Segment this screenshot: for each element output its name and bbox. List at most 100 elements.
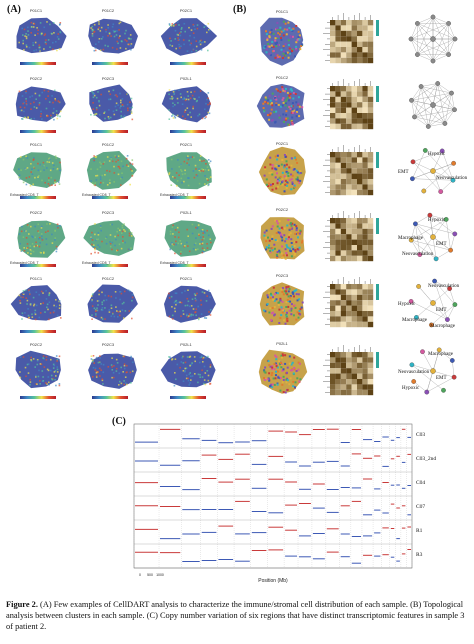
tissue-spot bbox=[186, 162, 188, 164]
tissue-spot bbox=[209, 366, 212, 368]
cluster-spot bbox=[266, 303, 269, 306]
tissue-spot bbox=[93, 114, 96, 116]
tissue-spot bbox=[119, 92, 121, 95]
tissue-spot bbox=[90, 355, 93, 357]
tissue-spot bbox=[180, 242, 183, 245]
tissue-outline bbox=[86, 151, 137, 190]
tissue-spot bbox=[24, 230, 26, 232]
tissue-spot bbox=[53, 310, 56, 312]
tissue-spot bbox=[117, 227, 119, 230]
tissue-spot bbox=[201, 239, 204, 241]
tissue-spot bbox=[103, 161, 106, 163]
cluster-spot bbox=[286, 366, 289, 369]
cluster-spot bbox=[275, 187, 278, 190]
tissue-spot bbox=[192, 314, 194, 316]
tissue-spot bbox=[194, 294, 197, 297]
tissue-spot bbox=[43, 89, 46, 92]
tissue-spot bbox=[130, 168, 132, 171]
heatmap-cell bbox=[367, 255, 374, 262]
heatmap-cell bbox=[335, 179, 341, 185]
cluster-spot bbox=[262, 102, 265, 105]
tissue-spot bbox=[120, 160, 123, 163]
cluster-spot bbox=[295, 318, 298, 321]
tissue-spot bbox=[58, 304, 61, 307]
cluster-spot bbox=[284, 22, 287, 25]
heatmap-cell bbox=[357, 118, 363, 124]
tissue-spot bbox=[33, 117, 36, 120]
cluster-spot bbox=[294, 249, 297, 252]
cluster-spot bbox=[278, 179, 281, 182]
tissue-spot bbox=[205, 102, 207, 105]
tissue-spot bbox=[104, 307, 106, 309]
tissue-spot bbox=[35, 107, 38, 109]
tissue-spot bbox=[120, 366, 122, 369]
heatmap-cell bbox=[357, 239, 363, 245]
tissue-spot bbox=[117, 104, 119, 106]
tissue-spot bbox=[98, 113, 101, 116]
tissue-spot bbox=[116, 48, 118, 50]
heatmap-cell bbox=[362, 168, 368, 174]
tissue-spot bbox=[45, 356, 48, 358]
tissue-spot bbox=[41, 91, 43, 94]
tissue-spot bbox=[90, 237, 93, 240]
heatmap-cell bbox=[340, 389, 347, 396]
tissue-spot bbox=[58, 48, 61, 50]
tissue-spot bbox=[45, 298, 48, 300]
tissue-spot bbox=[38, 175, 40, 177]
tissue-spot bbox=[54, 184, 56, 186]
cluster-spot bbox=[282, 293, 285, 296]
cluster-spot bbox=[263, 379, 266, 381]
tissue-spot bbox=[91, 28, 94, 31]
heatmap-cell bbox=[330, 234, 336, 240]
heatmap-cell bbox=[351, 379, 357, 385]
colorbar bbox=[170, 396, 206, 399]
cluster-spot bbox=[268, 311, 271, 314]
heatmap-cell bbox=[346, 189, 352, 196]
tissue-spot bbox=[188, 164, 190, 166]
tissue-spot bbox=[190, 379, 192, 381]
heatmap-cell bbox=[357, 316, 363, 322]
heatmap-cell bbox=[357, 91, 363, 97]
tissue-spot bbox=[168, 172, 171, 174]
heatmap-cell bbox=[346, 41, 352, 47]
cluster-spot bbox=[279, 317, 282, 320]
heatmap-cell bbox=[340, 25, 347, 31]
cluster-spot bbox=[290, 173, 293, 176]
tissue-spot bbox=[23, 247, 25, 249]
heatmap-cell bbox=[335, 118, 341, 124]
colorbar bbox=[20, 396, 56, 399]
tissue-spot bbox=[208, 29, 211, 32]
cluster-spot bbox=[293, 186, 296, 189]
tissue-spot bbox=[182, 380, 185, 382]
tissue-spot bbox=[124, 32, 126, 35]
tissue-spot bbox=[56, 368, 59, 371]
heatmap-cell bbox=[330, 228, 336, 235]
heatmap-cell bbox=[340, 91, 347, 97]
tissue-spot bbox=[28, 289, 30, 292]
heatmap-cell bbox=[340, 255, 347, 262]
tissue-spot bbox=[21, 312, 24, 314]
tile-title: P02L1 bbox=[180, 76, 192, 81]
tissue-spot bbox=[46, 368, 49, 371]
cluster-spot bbox=[284, 54, 287, 57]
tissue-spot bbox=[181, 357, 183, 359]
tissue-spot bbox=[32, 183, 34, 186]
tissue-spot bbox=[22, 158, 25, 161]
heatmap-cell bbox=[340, 52, 347, 58]
cluster-spot bbox=[289, 52, 291, 55]
tissue-spot bbox=[200, 303, 203, 306]
tissue-spot bbox=[109, 241, 111, 243]
colorbar bbox=[20, 130, 56, 133]
cluster-spot bbox=[279, 26, 282, 29]
network-edge bbox=[432, 163, 454, 172]
tissue-spot bbox=[95, 179, 98, 181]
heatmap-cell bbox=[351, 173, 357, 179]
tissue-spot bbox=[48, 294, 50, 297]
tissue-spot bbox=[98, 100, 100, 102]
heatmap-cell bbox=[346, 47, 352, 53]
cluster-spot bbox=[271, 40, 274, 43]
cluster-spot bbox=[271, 188, 274, 191]
tissue-spot bbox=[45, 359, 48, 361]
cluster-spot bbox=[262, 107, 265, 109]
cluster-spot bbox=[281, 300, 284, 303]
